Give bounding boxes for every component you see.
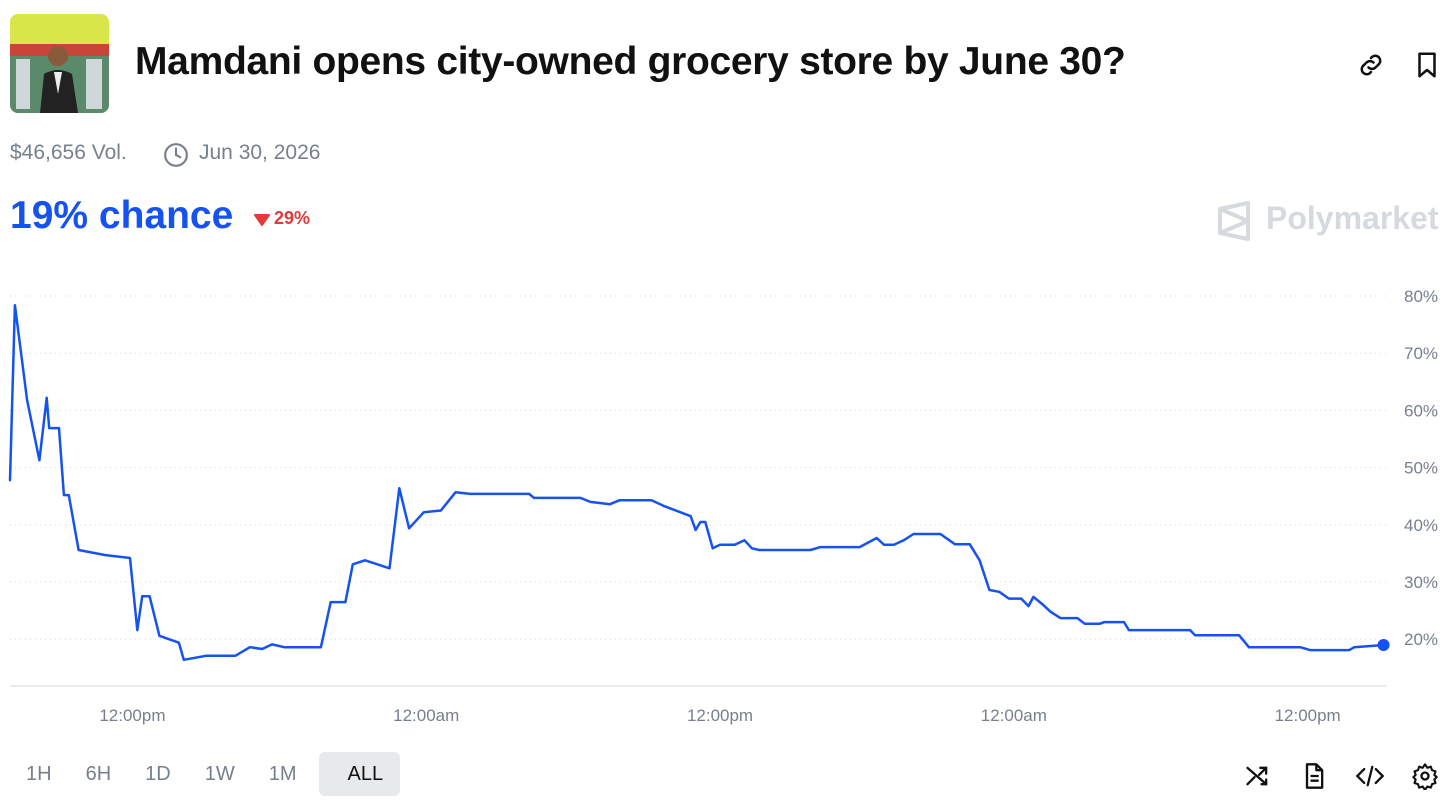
market-title: Mamdani opens city-owned grocery store b…	[135, 40, 1126, 83]
last-point	[1377, 638, 1390, 651]
chart: 20% 30% 40% 50% 60% 70% 80% 12:00pm 12:00am 12:00…	[8, 287, 1438, 725]
y-tick-label: 80%	[1404, 287, 1438, 306]
volume: $46,656 Vol.	[10, 141, 127, 164]
y-tick-label: 40%	[1404, 516, 1438, 535]
chance: 19% chance	[10, 194, 234, 237]
x-tick-label: 12:00am	[981, 706, 1047, 725]
y-tick-label: 60%	[1404, 401, 1438, 420]
range-button[interactable]: 1D	[145, 763, 171, 785]
market-image	[10, 14, 109, 113]
thumbnail	[10, 14, 109, 113]
document-icon[interactable]	[1300, 762, 1328, 790]
y-tick-label: 50%	[1404, 459, 1438, 478]
clock-icon	[164, 143, 188, 167]
y-tick-label: 20%	[1404, 630, 1438, 649]
settings-icon[interactable]	[1411, 762, 1439, 790]
down-arrow	[254, 214, 270, 226]
shuffle-icon[interactable]	[1244, 762, 1272, 790]
range-selector: 1H 6H 1D 1W 1M ALL	[14, 752, 410, 796]
bookmark-icon[interactable]	[1412, 50, 1442, 80]
x-tick-label: 12:00am	[393, 706, 459, 725]
link-icon[interactable]	[1356, 50, 1386, 80]
x-tick-label: 12:00pm	[1275, 706, 1341, 725]
range-button[interactable]: ALL	[318, 752, 401, 796]
change: 29%	[274, 208, 311, 228]
brand: Polymarket	[1216, 200, 1439, 237]
y-tick-label: 30%	[1404, 573, 1438, 592]
end-date: Jun 30, 2026	[199, 141, 321, 164]
brand-name: Polymarket	[1266, 200, 1439, 236]
embed-icon[interactable]	[1355, 762, 1385, 790]
range-button[interactable]: 6H	[85, 763, 112, 785]
price-line	[8, 303, 1385, 662]
range-button[interactable]: 1H	[26, 763, 52, 785]
x-tick-label: 12:00pm	[99, 706, 165, 725]
x-tick-label: 12:00pm	[687, 706, 753, 725]
range-button[interactable]: 1M	[268, 763, 297, 785]
y-tick-label: 70%	[1404, 344, 1438, 363]
range-button[interactable]: 1W	[204, 763, 235, 785]
brand-logo	[1218, 201, 1250, 241]
